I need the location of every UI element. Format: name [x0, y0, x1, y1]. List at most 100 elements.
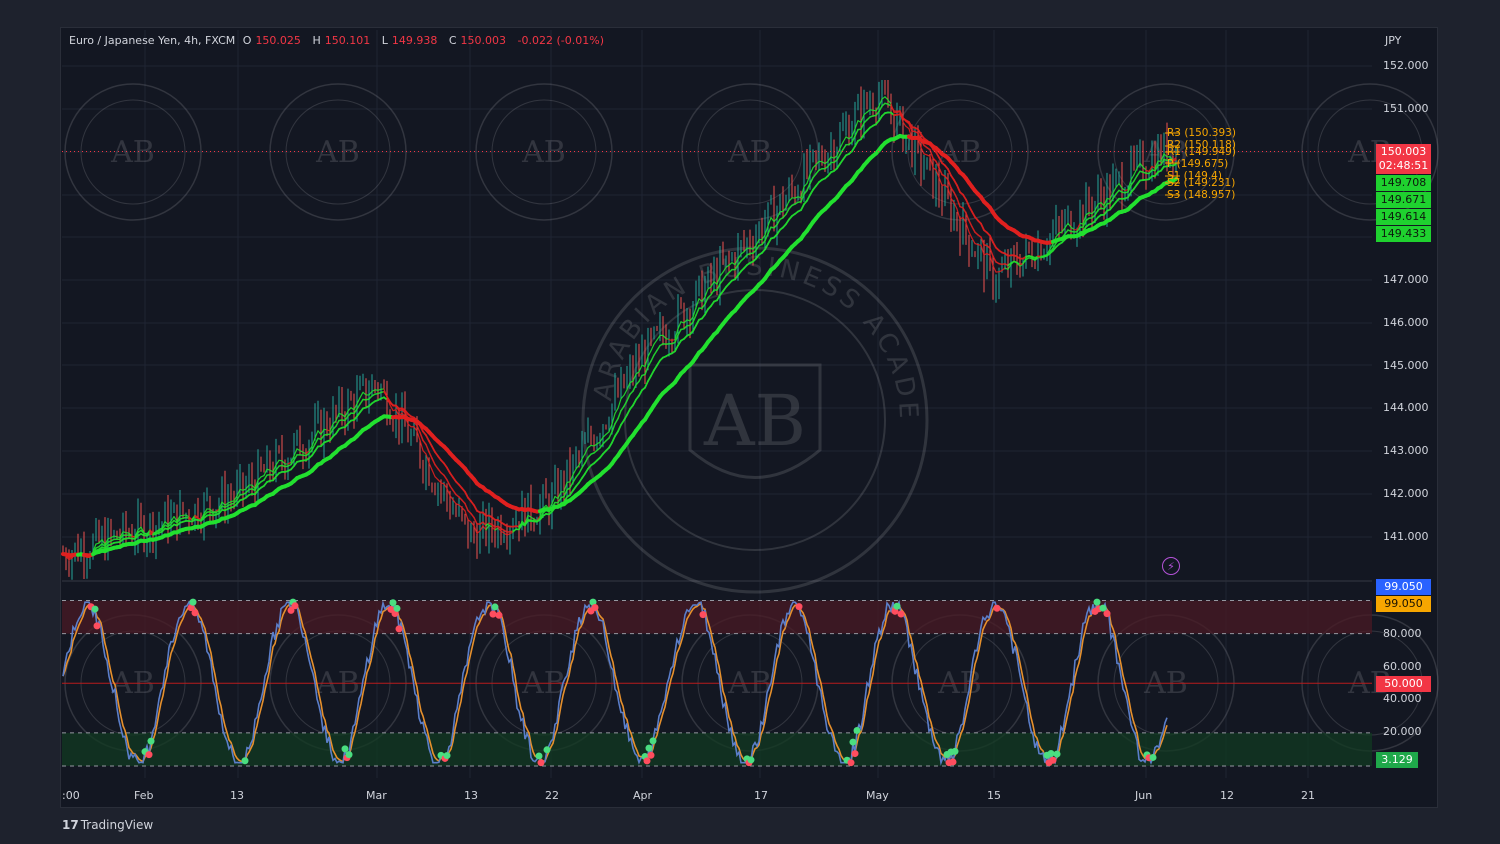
time-tick: 13 [464, 789, 478, 802]
watermark-ring [269, 83, 407, 221]
ema-segment [356, 403, 361, 410]
cross-dot [491, 603, 499, 611]
ema-segment [473, 504, 478, 512]
price-tick: 147.000 [1383, 273, 1429, 286]
ema-segment [104, 541, 109, 547]
ema-segment [359, 398, 364, 405]
ema-segment [281, 460, 286, 465]
ema-segment [890, 105, 895, 112]
ema-segment [257, 476, 262, 481]
ema-segment [503, 532, 508, 536]
low-label: L [381, 34, 388, 47]
ema-segment [854, 139, 859, 148]
ema-segment [425, 453, 430, 464]
ema-segment [1007, 263, 1012, 271]
cross-dot [241, 757, 249, 765]
ema-segment [167, 520, 172, 526]
cross-dot [191, 609, 199, 617]
ema-segment [413, 426, 418, 432]
ema-segment [617, 398, 622, 409]
time-tick: 21 [1301, 789, 1315, 802]
alert-bolt-icon[interactable]: ⚡ [1162, 557, 1180, 575]
ema-segment [482, 525, 487, 531]
ema-segment [695, 298, 700, 309]
ema-segment [164, 520, 169, 526]
ema-segment [953, 179, 958, 187]
ema-segment [674, 344, 679, 353]
chart-frame[interactable] [60, 27, 1438, 808]
ema-segment [452, 489, 457, 496]
watermark-ring [907, 99, 1013, 205]
ema-segment [245, 484, 250, 490]
watermark-ring [491, 99, 597, 205]
watermark-ring [681, 83, 819, 221]
ema-segment [1046, 248, 1051, 255]
ema-segment [653, 339, 658, 345]
ema-segment [704, 308, 709, 316]
price-tick: 141.000 [1383, 530, 1429, 543]
ema-segment [677, 339, 682, 347]
ema-segment [539, 512, 544, 520]
countdown-tag: 02:48:51 [1376, 158, 1431, 174]
ema-segment [992, 265, 997, 273]
cross-dot [443, 752, 451, 760]
ema-segment [968, 205, 973, 213]
ema-segment [626, 408, 631, 416]
ema-segment [359, 391, 364, 399]
ema-segment [989, 234, 994, 244]
ema-segment [971, 210, 976, 218]
ema-segment [461, 507, 466, 512]
ema-segment [725, 264, 730, 269]
ema-segment [710, 289, 715, 296]
ema-segment [467, 519, 472, 523]
ema-segment [485, 524, 490, 531]
cross-dot [1099, 604, 1107, 612]
price-tick: 143.000 [1383, 444, 1429, 457]
cross-dot [187, 604, 195, 612]
ema-segment [119, 531, 124, 539]
ema-segment [932, 167, 937, 171]
watermark-ring [1301, 83, 1439, 221]
ema-segment [944, 184, 949, 189]
ema-segment [839, 148, 844, 156]
osc-low-tag: 3.129 [1376, 752, 1418, 768]
ema-segment [764, 243, 769, 251]
ema-segment [632, 398, 637, 407]
cross-dot [591, 604, 599, 612]
cross-dot [393, 604, 401, 612]
ema-segment [782, 207, 787, 212]
symbol-legend: Euro / Japanese Yen, 4h, FXCM O 150.025 H… [69, 34, 608, 47]
ema-segment [785, 200, 790, 209]
ema-segment [884, 96, 889, 101]
ema-segment [1076, 226, 1081, 233]
osc-tick: 80.000 [1383, 627, 1422, 640]
ema-segment [947, 168, 952, 177]
ema-segment [173, 515, 178, 522]
ema-segment [929, 155, 934, 169]
overbought-zone [62, 600, 1372, 634]
watermark-ring [581, 246, 929, 594]
ema-segment [1169, 156, 1174, 161]
ema-segment [800, 186, 805, 199]
ema-segment [710, 281, 715, 288]
tradingview-logo[interactable]: 17 TradingView [62, 818, 153, 832]
ema-segment [953, 191, 958, 200]
ema-segment [956, 197, 961, 208]
ema-segment [980, 236, 985, 246]
ema-segment [1127, 191, 1132, 199]
ema-segment [737, 253, 742, 260]
ema-segment [968, 231, 973, 239]
ema-segment [851, 145, 856, 153]
ema-tag: 149.708 [1376, 175, 1431, 191]
ema-segment [677, 328, 682, 336]
ema-segment [617, 423, 622, 433]
cross-dot [91, 605, 99, 613]
ema-segment [755, 244, 760, 251]
ema-segment [677, 321, 682, 330]
ema-segment [458, 504, 463, 509]
ema-segment [626, 382, 631, 391]
ema-segment [653, 349, 658, 356]
symbol-title: Euro / Japanese Yen, 4h, FXCM [69, 34, 236, 47]
ema-segment [1049, 243, 1054, 250]
